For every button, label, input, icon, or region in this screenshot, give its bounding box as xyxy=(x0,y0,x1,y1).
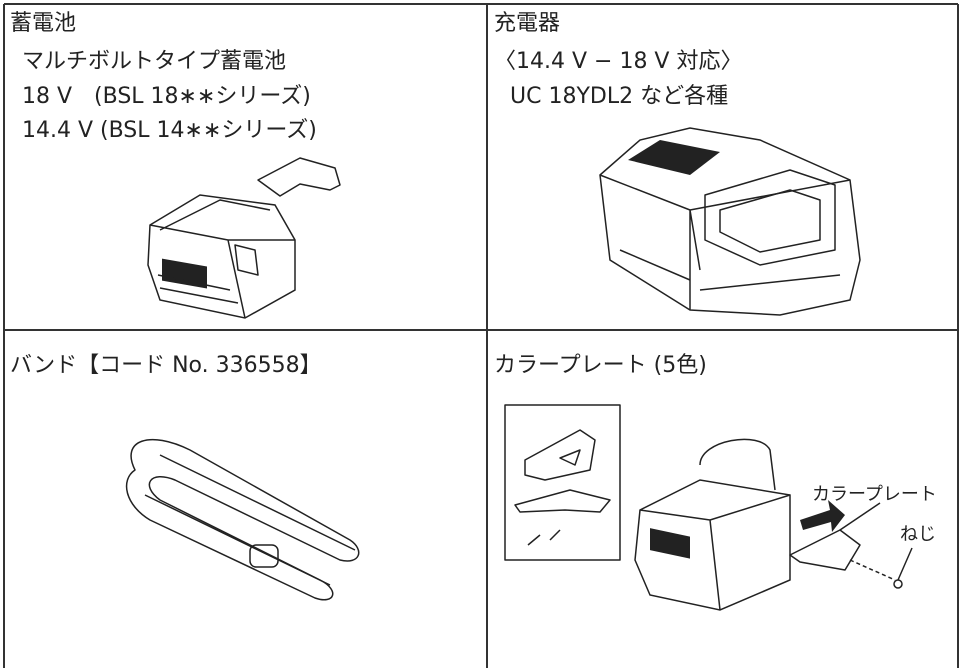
battery-illustration xyxy=(147,157,341,319)
cell-line: 〈14.4 V − 18 V 対応〉 xyxy=(494,49,742,74)
charger-illustration xyxy=(599,127,861,316)
cell-title: 充電器 xyxy=(494,11,560,36)
callout-label: カラープレート xyxy=(812,484,937,505)
cell-title: カラープレート (5色) xyxy=(494,353,707,378)
color-plate-illustration xyxy=(504,404,913,611)
cell-line: マルチボルトタイプ蓄電池 xyxy=(22,49,286,74)
cell-line: 14.4 V (BSL 14∗∗シリーズ) xyxy=(22,118,317,143)
cell-line: 18 V (BSL 18∗∗シリーズ) xyxy=(22,84,311,109)
band-illustration xyxy=(125,438,360,601)
table-lines xyxy=(3,3,959,668)
callout-label: ねじ xyxy=(900,524,936,545)
cell-title: バンド【コード No. 336558】 xyxy=(10,353,322,378)
cell-line: UC 18YDL2 など各種 xyxy=(510,84,728,109)
cell-title: 蓄電池 xyxy=(10,11,76,36)
